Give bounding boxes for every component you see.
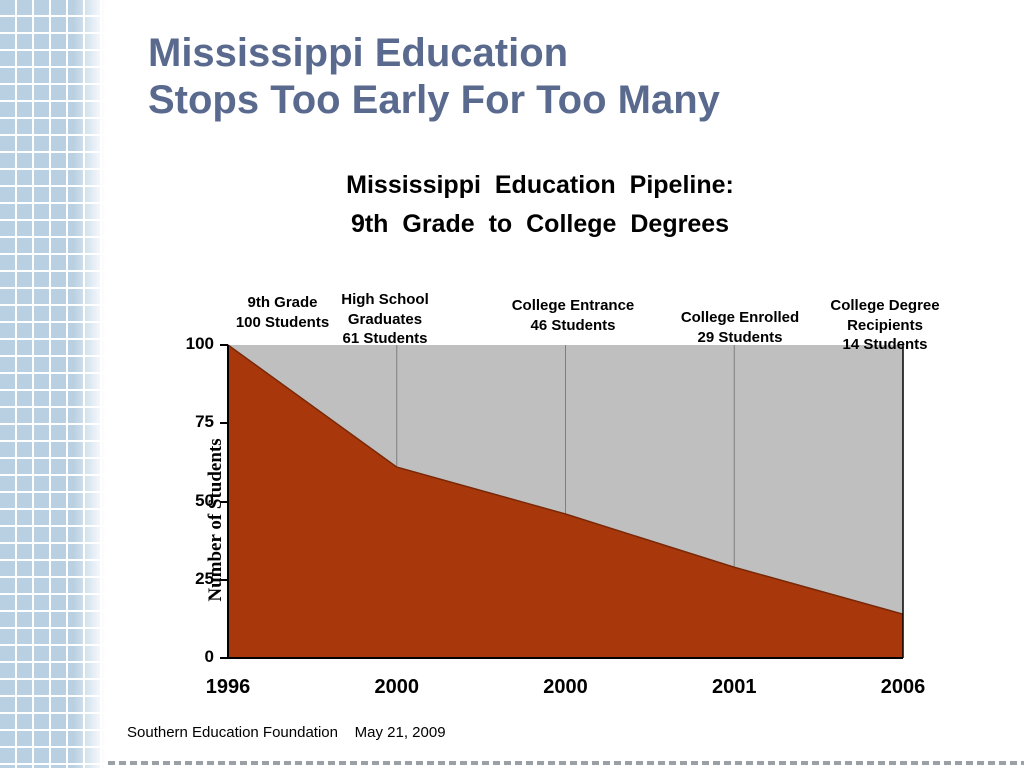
chart-annotation: College Entrance 46 Students (483, 296, 663, 335)
chart-annotation-line: 14 Students (842, 336, 928, 353)
slide-title-line2: Stops Too Early For Too Many (148, 78, 720, 123)
x-axis-label: 1996 (205, 676, 251, 698)
y-tick-mark (220, 657, 228, 659)
slide-title: Mississippi Education Stops Too Early Fo… (148, 30, 1008, 124)
y-tick-label: 0 (204, 647, 214, 666)
footer-text: Southern Education Foundation May 21, 20… (127, 724, 446, 741)
x-axis-label: 2000 (374, 676, 420, 698)
bottom-dashed-divider (108, 761, 1024, 765)
y-tick-mark (220, 422, 228, 425)
chart-title-line2: 9th Grade to College Degrees (350, 209, 730, 238)
y-tick-label: 25 (195, 568, 214, 588)
y-tick-mark (220, 500, 228, 503)
chart-title: Mississippi Education Pipeline: 9th Grad… (230, 166, 850, 244)
x-axis-label: 2001 (712, 676, 757, 698)
chart-annotation: College Enrolled 29 Students (650, 308, 830, 347)
chart-annotation-line: College Degree (830, 297, 940, 314)
chart-annotation-line: Graduates (347, 310, 423, 328)
chart-annotation: 9th Grade 100 Students (200, 293, 365, 332)
chart-annotation-line: Recipients (847, 316, 923, 334)
chart-title-line1: Mississippi Education Pipeline: (346, 171, 734, 199)
pipeline-area-chart (227, 344, 904, 659)
pipeline-area (228, 345, 903, 658)
chart-annotation-line: High School (341, 291, 429, 308)
x-axis-label: 2006 (880, 676, 926, 698)
y-tick-mark (220, 578, 228, 581)
x-axis-label: 2000 (543, 676, 588, 698)
y-tick-label: 75 (195, 412, 214, 432)
decorative-grid-strip (0, 0, 105, 768)
chart-annotation: High School Graduates 61 Students (302, 290, 468, 349)
slide-title-line1: Mississippi Education (148, 31, 569, 75)
pipeline-line (227, 344, 904, 615)
y-tick-mark (220, 344, 228, 346)
chart-annotation-line: 46 Students (530, 316, 616, 334)
chart-annotation-line: College Enrolled (680, 309, 800, 326)
chart-annotation-line: 61 Students (342, 330, 428, 347)
y-tick-label: 100 (185, 334, 214, 353)
chart-annotation-line: 9th Grade (247, 294, 318, 311)
chart-annotation-line: 29 Students (697, 328, 783, 346)
y-tick-label: 50 (195, 490, 214, 510)
chart-annotation: College Degree Recipients 14 Students (795, 296, 975, 355)
chart-annotation-line: College Entrance (511, 297, 635, 314)
chart-annotation-line: 100 Students (235, 313, 330, 331)
